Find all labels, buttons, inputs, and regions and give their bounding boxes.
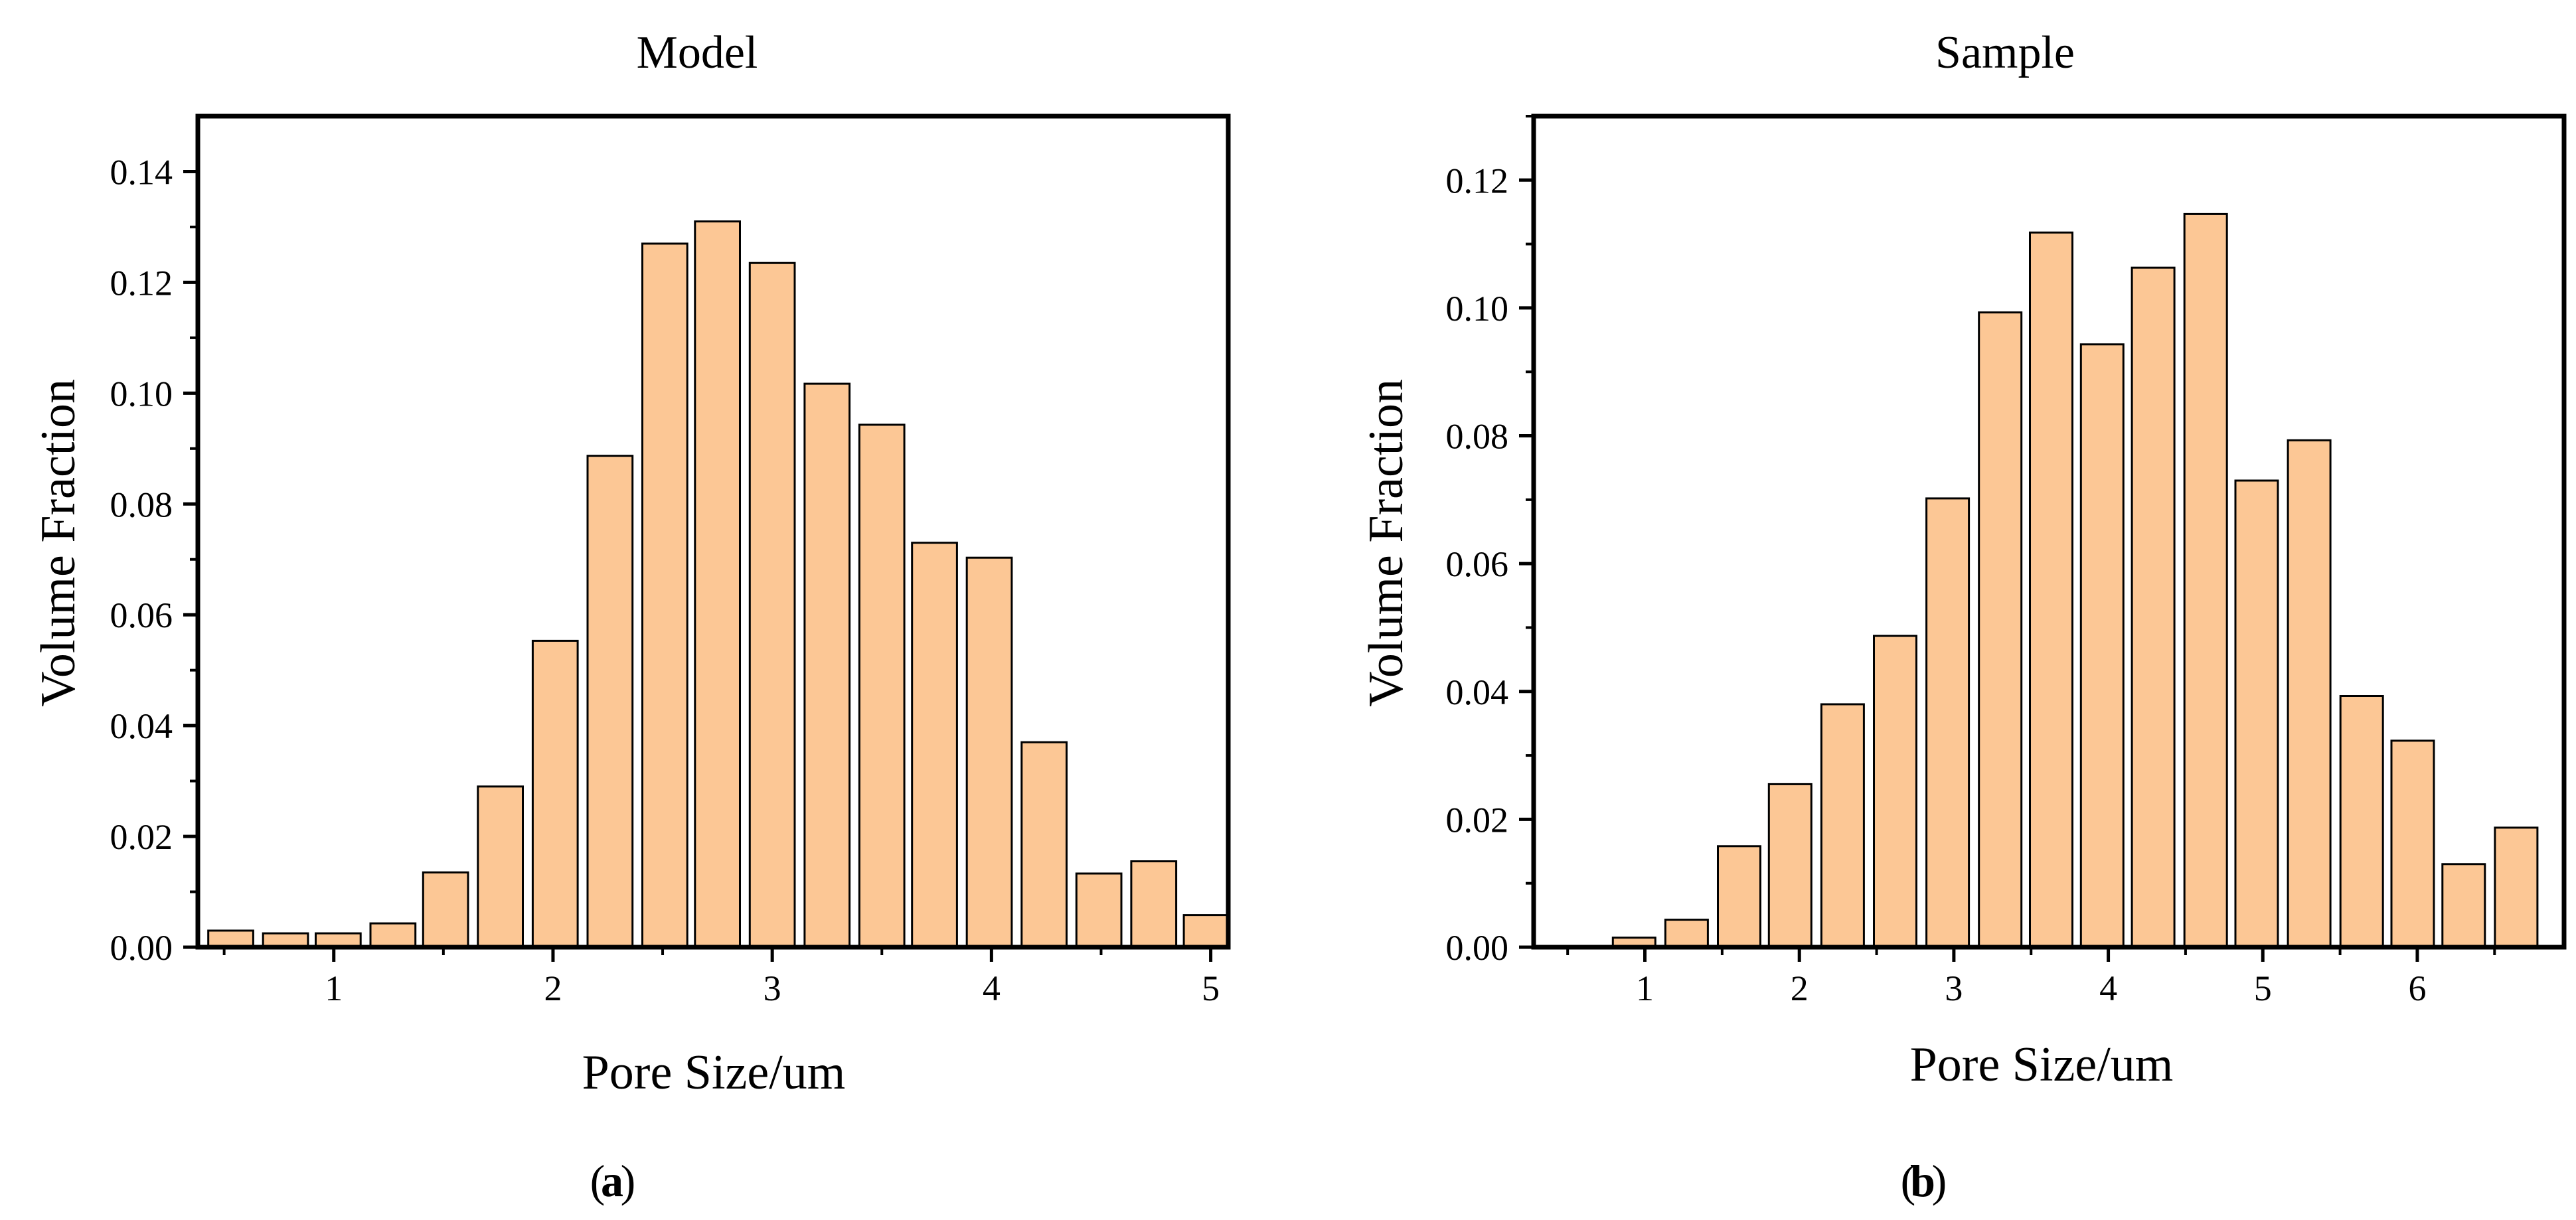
bar [641,242,688,949]
bar [1075,872,1123,949]
bar [748,262,796,949]
bar [1820,703,1865,949]
y-tick-label: 0.06 [1446,544,1509,584]
bar [2079,343,2125,949]
bar [858,423,906,949]
bar [2287,439,2332,949]
panel-label-close: ) [621,1156,636,1206]
bar [1130,860,1178,949]
y-tick-label: 0.04 [1446,672,1509,712]
chart-sample-panel: Sample Volume Fraction Pore Size/um ( b … [1359,27,2567,1206]
y-axis-label: Volume Fraction [1359,379,1413,707]
x-tick-label: 1 [1636,968,1654,1008]
x-axis-label: Pore Size/um [1910,1037,2174,1092]
x-axis-label: Pore Size/um [582,1045,846,1100]
x-tick-label: 4 [983,968,1001,1008]
bar [531,639,579,949]
plot-area: 0.00 0.02 0.04 0.06 0.08 0.10 0.12 0.14 1 2 3 4 5 [110,114,1231,1008]
panel-label-open: ( [590,1156,605,1206]
chart-title: Model [637,27,758,78]
chart-title: Sample [1935,27,2075,78]
x-tick-label: 2 [544,968,562,1008]
y-tick-label: 0.12 [110,263,173,303]
x-tick-label: 4 [2099,968,2117,1008]
bar [1767,783,1812,949]
bar [422,871,469,949]
y-tick-label: 0.00 [110,928,173,968]
panel-label-close: ) [1932,1156,1947,1206]
bar [586,455,634,949]
bar [2339,695,2384,949]
y-tick-label: 0.10 [110,374,173,414]
chart-model-panel: Model Volume Fraction Pore Size/um ( a )… [31,27,1231,1206]
y-tick-label: 0.08 [1446,417,1509,457]
x-tick-label: 5 [1202,968,1220,1008]
bar [2441,863,2486,949]
y-tick-label: 0.10 [1446,289,1509,329]
y-tick-label: 0.00 [1446,928,1509,968]
bar [1978,311,2023,949]
bar [2494,826,2539,949]
bar [911,542,958,949]
bar [2183,212,2228,949]
y-tick-label: 0.12 [1446,161,1509,200]
bar [477,785,524,949]
panel-label: ( a ) [590,1156,636,1206]
bar [694,220,742,949]
x-tick-label: 3 [1945,968,1963,1008]
y-tick-label: 0.06 [110,595,173,635]
y-axis-label: Volume Fraction [31,379,86,707]
panel-label-open: ( [1901,1156,1916,1206]
x-tick-label: 2 [1791,968,1809,1008]
panel-label-letter: b [1910,1156,1935,1206]
x-tick-label: 1 [325,968,343,1008]
plot-frame [195,114,1231,950]
bar [2234,479,2279,949]
bar [1182,914,1230,949]
plot-frame [1531,114,2567,950]
y-tick-label: 0.14 [110,152,173,192]
x-tick-label: 5 [2254,968,2272,1008]
bar [965,556,1013,949]
y-tick-label: 0.02 [1446,800,1509,840]
bar [803,382,851,949]
bar [1925,497,1971,949]
y-tick-label: 0.04 [110,706,173,746]
plot-area: 0.00 0.02 0.04 0.06 0.08 0.10 0.12 1 2 3 4 5 6 [1446,114,2567,1008]
panel-label-letter: a [601,1156,623,1206]
x-tick-label: 3 [764,968,781,1008]
bar [2390,739,2435,949]
panel-label: ( b ) [1901,1156,1947,1206]
bar [1664,919,1709,949]
bar [369,922,417,949]
bar [207,929,254,949]
y-tick-label: 0.02 [110,817,173,857]
bar [1873,635,1917,949]
bar [2029,231,2073,949]
y-tick-label: 0.08 [110,485,173,524]
x-tick-label: 6 [2408,968,2426,1008]
bar [2131,266,2176,949]
bar [1717,845,1761,949]
bar [1020,741,1068,949]
